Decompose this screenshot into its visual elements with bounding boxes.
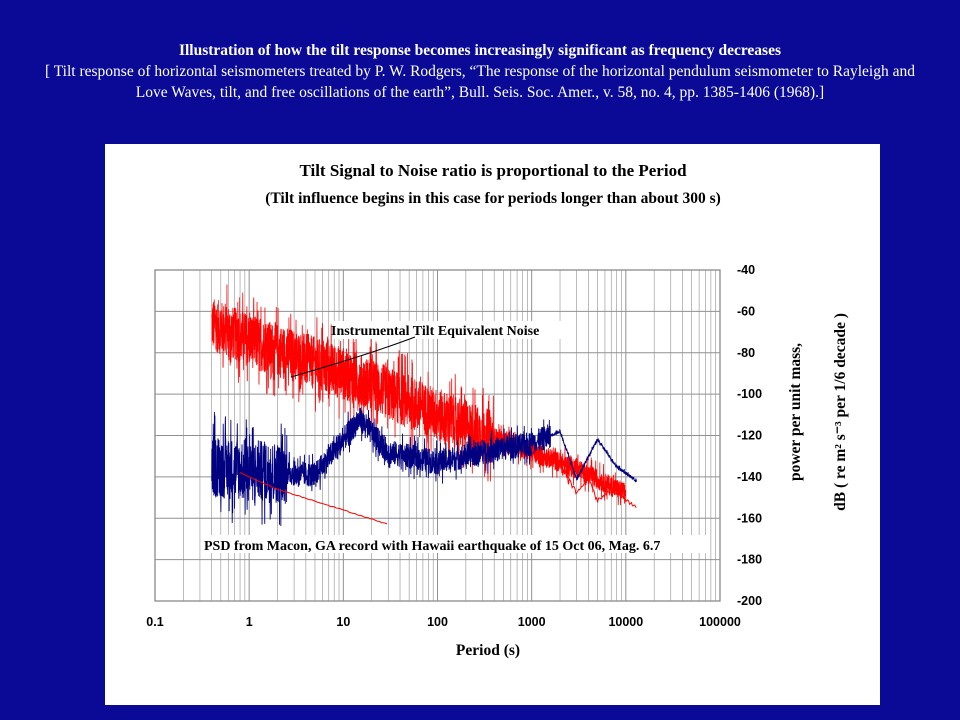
y-axis-label-line1: power per unit mass, bbox=[787, 343, 804, 481]
y-tick-label: -180 bbox=[737, 553, 762, 567]
x-tick-label: 1 bbox=[246, 615, 253, 629]
series-blue-psd bbox=[211, 407, 637, 527]
y-tick-label: -160 bbox=[737, 511, 762, 525]
x-axis-label: Period (s) bbox=[456, 642, 520, 659]
annotation-psd-source: PSD from Macon, GA record with Hawaii ea… bbox=[204, 539, 660, 554]
y-tick-label: -80 bbox=[737, 346, 755, 360]
x-tick-label: 1000 bbox=[518, 615, 546, 629]
series-red-psd bbox=[211, 284, 627, 506]
annotation-pointer bbox=[290, 336, 416, 378]
annotation-tilt-noise: Instrumental Tilt Equivalent Noise bbox=[331, 324, 539, 339]
psd-chart: Tilt Signal to Noise ratio is proportion… bbox=[146, 161, 849, 659]
slide-citation: [ Tilt response of horizontal seismomete… bbox=[45, 63, 915, 101]
slide-header: Illustration of how the tilt response be… bbox=[40, 40, 920, 103]
x-tick-label: 10000 bbox=[608, 615, 643, 629]
y-axis-label-line2: dB ( re m² s⁻³ per 1/6 decade ) bbox=[832, 313, 849, 511]
x-tick-label: 100 bbox=[427, 615, 448, 629]
x-tick-label: 0.1 bbox=[146, 615, 163, 629]
annotation-1-bg bbox=[333, 321, 563, 339]
x-tick-label: 10 bbox=[336, 615, 350, 629]
annotation-2-bg bbox=[202, 535, 707, 553]
x-tick-label: 100000 bbox=[699, 615, 741, 629]
y-tick-label: -40 bbox=[737, 263, 755, 277]
y-tick-label: -120 bbox=[737, 429, 762, 443]
slide-title: Illustration of how the tilt response be… bbox=[178, 42, 782, 59]
y-tick-label: -60 bbox=[737, 304, 755, 318]
series-red-tail bbox=[531, 444, 637, 508]
y-tick-label: -100 bbox=[737, 387, 762, 401]
chart-panel: Tilt Signal to Noise ratio is proportion… bbox=[105, 144, 880, 705]
y-tick-label: -140 bbox=[737, 470, 762, 484]
chart-title: Tilt Signal to Noise ratio is proportion… bbox=[299, 161, 687, 180]
chart-subtitle: (Tilt influence begins in this case for … bbox=[265, 190, 721, 207]
y-tick-label: -200 bbox=[737, 594, 762, 608]
series-red-short bbox=[239, 472, 388, 525]
